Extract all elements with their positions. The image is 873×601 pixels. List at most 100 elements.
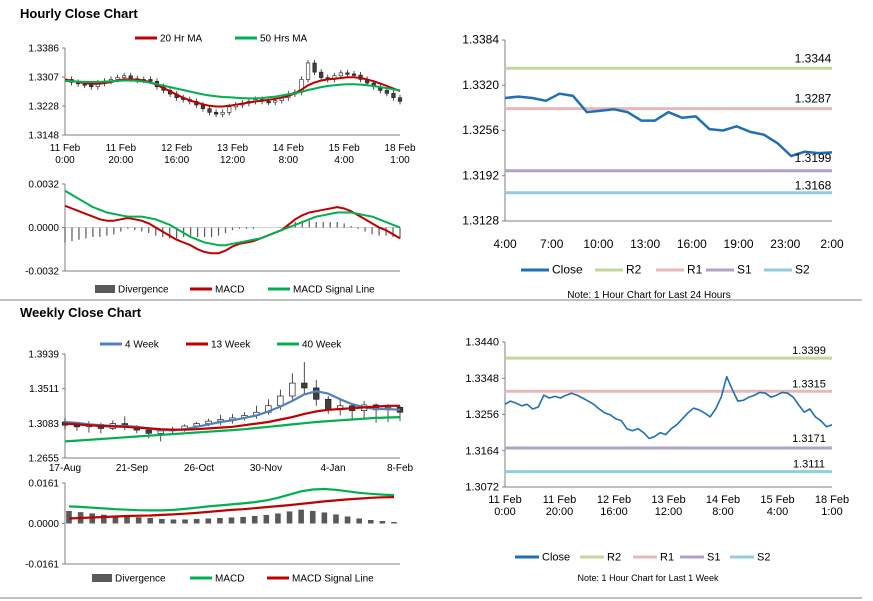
x-tick-label: 4:00 — [493, 237, 517, 251]
divergence-bar — [275, 513, 281, 524]
divergence-bar — [112, 515, 119, 524]
chart-note: Note: 1 Hour Chart for Last 24 Hours — [567, 290, 730, 301]
y-tick-label: 0.0032 — [28, 180, 59, 191]
candle-body — [338, 72, 343, 77]
legend-label: 4 Week — [125, 340, 160, 351]
candle-body — [273, 100, 278, 103]
y-tick-label: 0.0000 — [28, 223, 59, 234]
x-tick-label: 4-Jan — [320, 463, 345, 474]
x-tick-label: 30-Nov — [250, 463, 282, 474]
y-tick-label: 1.3148 — [28, 131, 59, 142]
legend-label: R2 — [607, 552, 621, 564]
candle-body — [115, 77, 120, 80]
candle-body — [325, 398, 332, 411]
x-tick-label: 10:00 — [583, 237, 613, 251]
x-tick-label: 14 Feb — [273, 143, 305, 154]
legend-label: R1 — [687, 263, 703, 277]
series-line-40-week — [64, 416, 401, 443]
x-tick-label: 8:00 — [712, 506, 733, 518]
x-tick-label: 19:00 — [724, 237, 754, 251]
x-tick-label: 4:00 — [767, 506, 788, 518]
divergence-bar — [159, 518, 165, 524]
legend-label: 50 Hrs MA — [260, 34, 308, 45]
x-tick-label: 0:00 — [55, 155, 75, 166]
x-tick-label: 1:00 — [390, 155, 410, 166]
divergence-bar — [286, 511, 293, 524]
x-tick-label: 7:00 — [540, 237, 564, 251]
series-line-close — [504, 375, 833, 440]
y-tick-label: 0.0000 — [28, 519, 59, 530]
candle-body — [207, 108, 212, 113]
y-tick-label: 1.3256 — [462, 123, 499, 137]
x-tick-label: 11 Feb — [50, 143, 81, 154]
y-tick-label: 1.3083 — [28, 419, 59, 430]
divergence-bar — [147, 517, 154, 524]
level-label-r2: 1.3344 — [795, 51, 832, 65]
candle-body — [157, 430, 164, 434]
y-tick-label: 1.2655 — [28, 454, 59, 465]
x-tick-label: 21-Sep — [116, 463, 149, 474]
x-tick-label: 11 Feb — [106, 143, 137, 154]
series-line-macd — [68, 487, 395, 512]
legend-label: MACD — [215, 574, 244, 585]
x-tick-label: 26-Oct — [184, 463, 214, 474]
divergence-bar — [193, 518, 200, 524]
divergence-bar — [240, 516, 246, 524]
x-tick-label: 0:00 — [494, 506, 515, 518]
x-tick-label: 17-Aug — [49, 463, 81, 474]
legend-label: 20 Hr MA — [160, 34, 203, 45]
candle-body — [391, 93, 396, 99]
x-tick-label: 1:00 — [821, 506, 842, 518]
legend-label: MACD Signal Line — [292, 574, 374, 585]
y-tick-label: -0.0032 — [25, 267, 59, 278]
x-tick-label: 18 Feb — [384, 143, 416, 154]
legend-label: Close — [542, 552, 570, 564]
legend-label: MACD Signal Line — [293, 285, 375, 296]
y-tick-label: 1.3256 — [465, 409, 499, 421]
x-tick-label: 12:00 — [655, 506, 683, 518]
divergence-bar — [333, 514, 339, 524]
candle-body — [289, 382, 296, 397]
x-tick-label: 20:00 — [546, 506, 574, 518]
y-tick-label: 1.3192 — [462, 168, 499, 182]
candle-body — [313, 387, 320, 400]
x-tick-label: 11 Feb — [543, 494, 576, 506]
x-tick-label: 11 Feb — [488, 494, 521, 506]
legend-label: MACD — [215, 285, 244, 296]
x-tick-label: 8-Feb — [387, 463, 414, 474]
y-tick-label: 1.3320 — [462, 78, 499, 92]
divergence-bar — [135, 517, 142, 524]
divergence-bar — [356, 518, 362, 524]
legend-label: Close — [552, 263, 583, 277]
y-tick-label: 0.0161 — [28, 479, 59, 490]
y-tick-label: 1.3384 — [462, 33, 499, 47]
level-label-s1: 1.3199 — [795, 151, 832, 165]
level-label-s1: 1.3171 — [792, 433, 826, 445]
divergence-bar — [321, 512, 328, 524]
divergence-bar — [228, 517, 235, 524]
candle-body — [122, 75, 127, 78]
series-line-macd — [64, 204, 401, 255]
chart-note: Note: 1 Hour Chart for Last 1 Week — [578, 573, 719, 583]
legend-label: S2 — [757, 552, 770, 564]
series-line-close — [504, 92, 833, 158]
y-tick-label: 1.3228 — [28, 102, 59, 113]
x-tick-label: 16:00 — [677, 237, 707, 251]
candle-body — [312, 62, 317, 73]
level-label-r1: 1.3287 — [795, 92, 832, 106]
divergence-bar — [205, 518, 212, 524]
x-tick-label: 23:00 — [770, 237, 800, 251]
divergence-bar — [182, 519, 188, 524]
legend-label: R2 — [626, 263, 642, 277]
legend-label: 40 Week — [302, 340, 342, 351]
series-line-13-week — [64, 404, 400, 431]
y-tick-label: 1.3128 — [462, 214, 499, 228]
candle-body — [213, 112, 219, 115]
level-label-s2: 1.3168 — [795, 179, 832, 193]
divergence-bar — [66, 510, 72, 524]
x-tick-label: 12 Feb — [161, 143, 193, 154]
x-tick-label: 15 Feb — [329, 143, 361, 154]
divergence-bar — [344, 516, 351, 524]
x-tick-label: 16:00 — [600, 506, 628, 518]
